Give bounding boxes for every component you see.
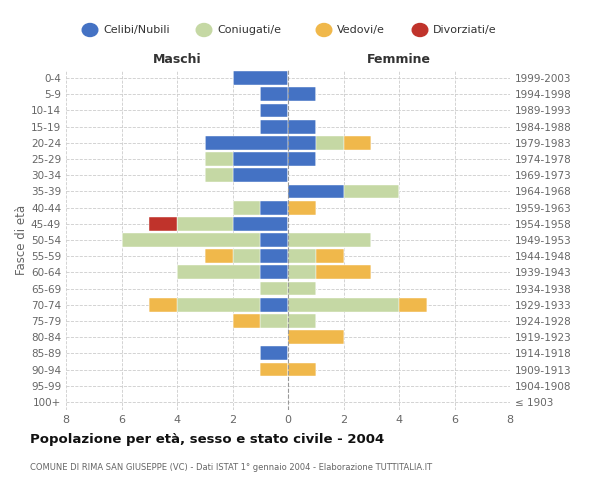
Text: Vedovi/e: Vedovi/e (337, 25, 385, 35)
Bar (288, 88, 316, 101)
Bar (288, 298, 399, 312)
Bar (288, 314, 316, 328)
Bar (121, 233, 260, 247)
Bar (288, 362, 316, 376)
Bar (260, 88, 288, 101)
Bar (288, 282, 316, 296)
Bar (260, 250, 288, 263)
Text: Celibi/Nubili: Celibi/Nubili (103, 25, 170, 35)
Bar (288, 136, 316, 149)
Bar (233, 250, 260, 263)
Text: Divorziati/e: Divorziati/e (433, 25, 497, 35)
Bar (288, 330, 343, 344)
Bar (288, 266, 316, 280)
Bar (177, 217, 233, 230)
Bar (233, 217, 288, 230)
Bar (316, 136, 343, 149)
Bar (177, 266, 260, 280)
Bar (205, 136, 288, 149)
Bar (343, 184, 399, 198)
Text: Popolazione per età, sesso e stato civile - 2004: Popolazione per età, sesso e stato civil… (30, 432, 384, 446)
Bar (260, 362, 288, 376)
Bar (399, 298, 427, 312)
Bar (233, 314, 260, 328)
Text: Coniugati/e: Coniugati/e (217, 25, 281, 35)
Bar (260, 104, 288, 118)
Bar (260, 314, 288, 328)
Bar (260, 266, 288, 280)
Bar (205, 152, 233, 166)
Bar (316, 250, 343, 263)
Bar (260, 298, 288, 312)
Bar (343, 136, 371, 149)
Bar (205, 168, 233, 182)
Bar (288, 200, 316, 214)
Bar (260, 346, 288, 360)
Bar (149, 298, 177, 312)
Bar (205, 250, 233, 263)
Text: Femmine: Femmine (367, 53, 431, 66)
Bar (233, 71, 288, 85)
Bar (177, 298, 260, 312)
Bar (233, 168, 288, 182)
Y-axis label: Fasce di età: Fasce di età (15, 205, 28, 275)
Bar (288, 184, 343, 198)
Bar (316, 266, 371, 280)
Text: Maschi: Maschi (152, 53, 202, 66)
Bar (233, 152, 288, 166)
Bar (233, 200, 260, 214)
Bar (260, 233, 288, 247)
Bar (288, 250, 316, 263)
Bar (288, 233, 371, 247)
Bar (288, 120, 316, 134)
Bar (288, 152, 316, 166)
Bar (260, 200, 288, 214)
Text: COMUNE DI RIMA SAN GIUSEPPE (VC) - Dati ISTAT 1° gennaio 2004 - Elaborazione TUT: COMUNE DI RIMA SAN GIUSEPPE (VC) - Dati … (30, 462, 432, 471)
Bar (149, 217, 177, 230)
Bar (260, 282, 288, 296)
Bar (260, 120, 288, 134)
